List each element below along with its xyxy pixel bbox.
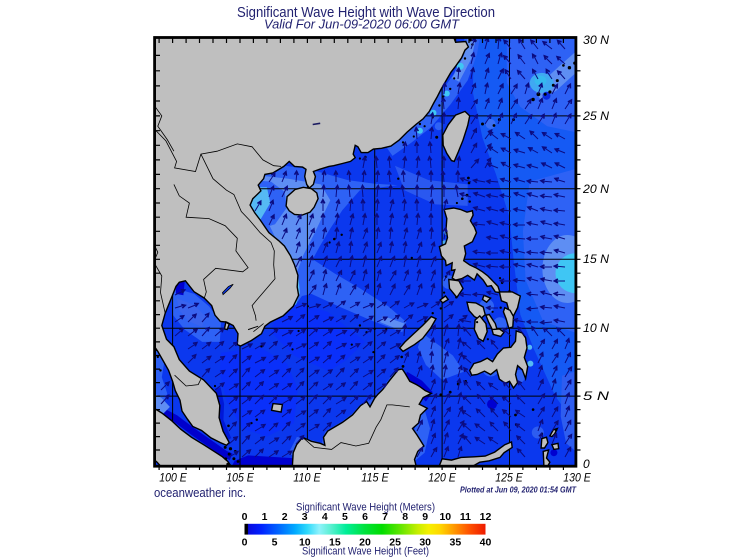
svg-text:10: 10 [299, 537, 311, 549]
svg-text:4: 4 [322, 511, 328, 523]
svg-text:30 N: 30 N [583, 33, 609, 47]
svg-text:5: 5 [272, 537, 278, 549]
svg-text:Plotted at Jun 09, 2020 01:54: Plotted at Jun 09, 2020 01:54 GMT [460, 485, 577, 495]
svg-text:120 E: 120 E [428, 471, 456, 485]
svg-text:15: 15 [329, 537, 341, 549]
svg-text:3: 3 [302, 511, 308, 523]
svg-text:100 E: 100 E [159, 471, 187, 485]
svg-text:110 E: 110 E [293, 471, 321, 485]
svg-text:1: 1 [262, 511, 268, 523]
svg-text:5: 5 [342, 511, 348, 523]
svg-text:130 E: 130 E [563, 471, 591, 485]
svg-text:Valid For Jun-09-2020 06:00 GM: Valid For Jun-09-2020 06:00 GMT [264, 16, 460, 31]
svg-text:40: 40 [480, 537, 492, 549]
svg-text:30: 30 [419, 537, 431, 549]
svg-text:0: 0 [242, 511, 248, 523]
svg-text:10 N: 10 N [583, 321, 609, 335]
svg-text:10: 10 [439, 511, 451, 523]
svg-text:20: 20 [359, 537, 371, 549]
svg-text:8: 8 [402, 511, 408, 523]
svg-text:12: 12 [480, 511, 492, 523]
svg-text:0: 0 [242, 537, 248, 549]
svg-text:11: 11 [460, 511, 471, 523]
svg-text:Significant Wave Height (Feet): Significant Wave Height (Feet) [302, 546, 429, 558]
svg-text:20 N: 20 N [582, 182, 609, 196]
svg-text:0: 0 [583, 457, 590, 471]
svg-text:15 N: 15 N [583, 252, 609, 266]
svg-text:125 E: 125 E [495, 471, 523, 485]
svg-text:25 N: 25 N [582, 109, 609, 123]
svg-text:35: 35 [450, 537, 462, 549]
svg-text:oceanweather inc.: oceanweather inc. [154, 485, 246, 500]
svg-text:6: 6 [362, 511, 368, 523]
svg-text:105 E: 105 E [226, 471, 254, 485]
svg-text:2: 2 [282, 511, 288, 523]
svg-text:7: 7 [382, 511, 388, 523]
svg-text:Significant Wave Height (Meter: Significant Wave Height (Meters) [296, 502, 435, 514]
svg-text:25: 25 [389, 537, 401, 549]
svg-text:5 N: 5 N [583, 389, 609, 403]
svg-text:9: 9 [422, 511, 428, 523]
svg-text:Significant Wave Height with W: Significant Wave Height with Wave Direct… [237, 4, 495, 21]
svg-text:115 E: 115 E [361, 471, 389, 485]
